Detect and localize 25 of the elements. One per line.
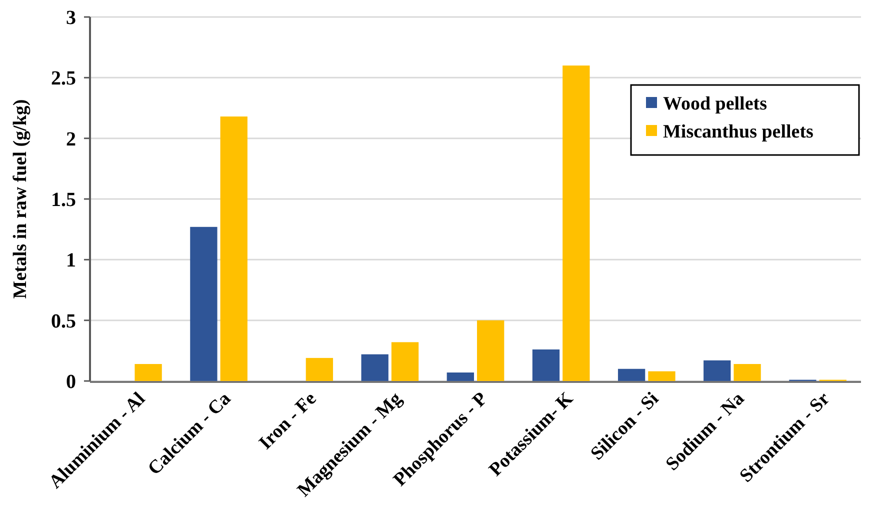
bar	[648, 371, 676, 381]
y-tick-label: 1.5	[51, 189, 76, 211]
y-tick-label: 1	[66, 250, 76, 272]
bar	[361, 354, 388, 381]
x-tick-label: Iron - Fe	[255, 388, 321, 454]
bar	[477, 320, 504, 381]
legend-label: Miscanthus pellets	[663, 122, 814, 143]
bar	[618, 368, 646, 381]
y-tick-label: 2	[66, 128, 76, 150]
y-tick-label: 0	[66, 371, 76, 393]
bar	[220, 116, 248, 381]
y-axis-title: Metals in raw fuel (g/kg)	[10, 99, 31, 299]
y-tick-label: 2.5	[51, 68, 76, 90]
bar	[532, 349, 560, 381]
bar	[562, 66, 590, 381]
bar	[190, 226, 218, 381]
bar	[134, 364, 162, 381]
bar	[446, 372, 474, 381]
bar	[734, 364, 761, 381]
bar	[306, 358, 334, 381]
bar	[704, 360, 731, 381]
legend-label: Wood pellets	[663, 94, 767, 115]
y-tick-label: 3	[66, 7, 76, 29]
y-tick-label: 0.5	[51, 310, 76, 332]
bar	[391, 342, 419, 381]
